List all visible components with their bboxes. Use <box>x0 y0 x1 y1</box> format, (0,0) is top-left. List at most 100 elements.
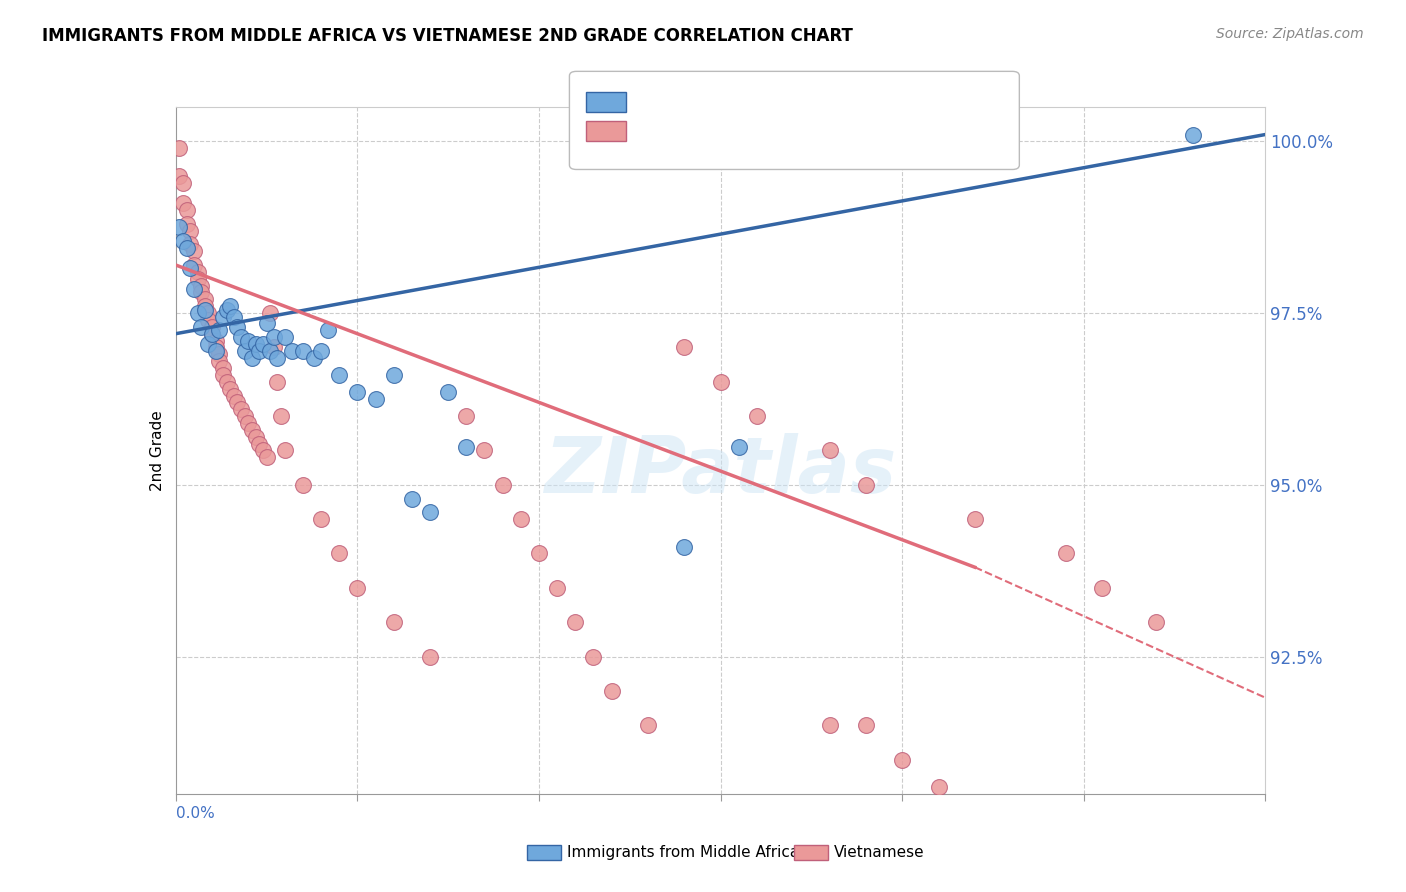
Point <box>208 354 231 368</box>
Text: 0.0%: 0.0% <box>176 806 215 822</box>
Point <box>238 416 260 430</box>
Point <box>328 547 350 561</box>
Point <box>169 141 191 155</box>
Point <box>194 299 217 313</box>
Point <box>215 302 238 317</box>
Point <box>183 244 205 259</box>
Point <box>201 326 224 341</box>
Point <box>727 440 749 454</box>
Point <box>346 385 368 400</box>
Point <box>318 323 340 337</box>
Text: Immigrants from Middle Africa: Immigrants from Middle Africa <box>567 846 799 860</box>
Point <box>231 330 253 344</box>
Point <box>219 299 242 313</box>
Point <box>266 351 288 365</box>
Text: R =  0.318   N = 47: R = 0.318 N = 47 <box>633 92 824 110</box>
Point <box>256 317 278 331</box>
Point <box>208 323 231 337</box>
Point <box>169 169 191 183</box>
Point <box>179 237 201 252</box>
Point <box>1036 835 1059 849</box>
Point <box>309 512 332 526</box>
Point <box>186 265 209 279</box>
Point <box>204 334 226 348</box>
Point <box>309 343 332 358</box>
Point <box>263 330 285 344</box>
Point <box>231 402 253 417</box>
Point <box>190 319 212 334</box>
Point <box>204 343 226 358</box>
Point <box>201 319 224 334</box>
Point <box>527 547 550 561</box>
Point <box>226 319 249 334</box>
Point <box>194 302 217 317</box>
Point <box>226 395 249 409</box>
Point <box>176 217 198 231</box>
Point <box>401 491 423 506</box>
Point <box>302 351 325 365</box>
Point <box>891 753 914 767</box>
Point <box>855 718 877 732</box>
Point <box>245 430 267 444</box>
Point <box>204 341 226 355</box>
Point <box>190 278 212 293</box>
Point <box>194 293 217 307</box>
Point <box>240 423 263 437</box>
Point <box>169 220 191 235</box>
Point <box>259 343 281 358</box>
Point <box>1109 876 1132 890</box>
Point <box>240 351 263 365</box>
Point <box>328 368 350 382</box>
Point <box>274 443 297 458</box>
Text: ZIPatlas: ZIPatlas <box>544 433 897 509</box>
Point <box>252 337 274 351</box>
Point <box>197 313 219 327</box>
Point <box>492 478 515 492</box>
Point <box>281 343 304 358</box>
Point <box>364 392 387 406</box>
Point <box>197 306 219 320</box>
Point <box>291 343 314 358</box>
Point <box>259 306 281 320</box>
Point <box>247 343 270 358</box>
Point <box>419 649 441 664</box>
Point <box>183 258 205 272</box>
Point <box>437 385 460 400</box>
Point <box>256 450 278 465</box>
Point <box>172 234 194 248</box>
Point <box>582 649 605 664</box>
Point <box>172 176 194 190</box>
Point <box>201 326 224 341</box>
Point <box>600 684 623 698</box>
Point <box>1054 547 1077 561</box>
Point <box>1000 822 1022 836</box>
Point <box>179 261 201 276</box>
Point <box>183 282 205 296</box>
Point <box>564 615 586 630</box>
Point <box>186 306 209 320</box>
Point <box>963 807 986 822</box>
Point <box>855 478 877 492</box>
Point <box>270 409 292 424</box>
Point <box>172 196 194 211</box>
Point <box>474 443 496 458</box>
Point <box>179 224 201 238</box>
Point <box>176 241 198 255</box>
Point <box>186 271 209 285</box>
Point <box>456 440 478 454</box>
Point <box>673 341 696 355</box>
Point <box>346 581 368 595</box>
Point <box>1146 890 1168 892</box>
Point <box>1181 128 1204 142</box>
Point <box>963 512 986 526</box>
Y-axis label: 2nd Grade: 2nd Grade <box>149 410 165 491</box>
Point <box>238 334 260 348</box>
Point <box>1091 581 1114 595</box>
Point <box>219 382 242 396</box>
Point <box>222 388 245 402</box>
Point <box>247 436 270 450</box>
Point <box>212 361 235 376</box>
Point <box>212 368 235 382</box>
Point <box>818 718 841 732</box>
Point <box>222 310 245 324</box>
